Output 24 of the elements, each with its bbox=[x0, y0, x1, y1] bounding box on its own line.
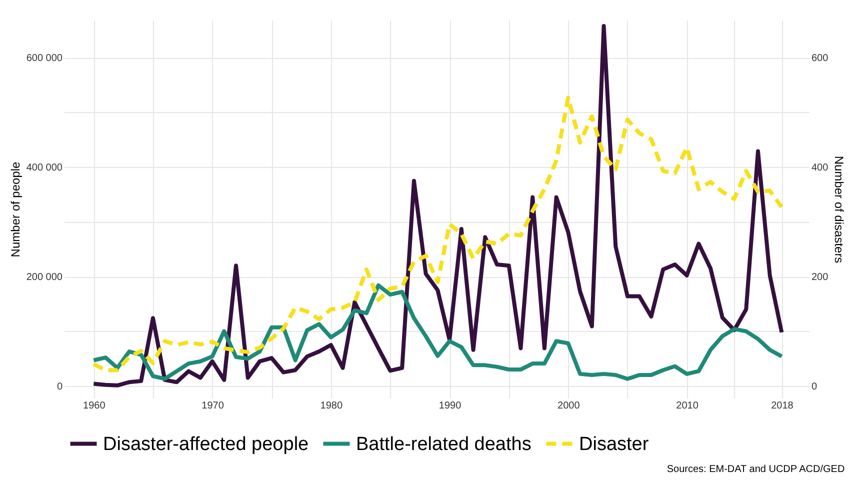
source-note: Sources: EM-DAT and UCDP ACD/GED bbox=[666, 464, 845, 475]
y2-tick-label: 600 bbox=[812, 53, 829, 64]
x-tick-label: 1980 bbox=[320, 400, 343, 412]
x-tick-label: 1960 bbox=[83, 400, 106, 412]
y2-tick-label: 0 bbox=[812, 381, 818, 392]
x-tick-label: 1990 bbox=[438, 400, 462, 412]
line-series bbox=[92, 283, 784, 381]
y2-tick-label: 400 bbox=[812, 162, 829, 174]
legend-label: Disaster bbox=[579, 434, 650, 455]
line-series bbox=[92, 24, 784, 388]
y-axis-title: Number of people bbox=[8, 161, 22, 258]
legend-label: Battle-related deaths bbox=[356, 434, 532, 455]
y-tick-label: 0 bbox=[56, 381, 63, 392]
x-tick-label: 2010 bbox=[676, 400, 699, 412]
y2-tick-label: 200 bbox=[812, 272, 829, 284]
x-tick-label: 1970 bbox=[202, 400, 224, 412]
x-tick-label: 2018 bbox=[771, 400, 794, 412]
y-tick-label: 200 000 bbox=[26, 272, 63, 284]
y-tick-label: 600 000 bbox=[26, 53, 63, 64]
line-series bbox=[92, 96, 784, 372]
y2-axis-title: Number of disasters bbox=[832, 156, 846, 264]
y-tick-label: 400 000 bbox=[26, 162, 63, 174]
legend-label: Disaster-affected people bbox=[103, 434, 309, 455]
x-tick-label: 2000 bbox=[558, 400, 580, 412]
